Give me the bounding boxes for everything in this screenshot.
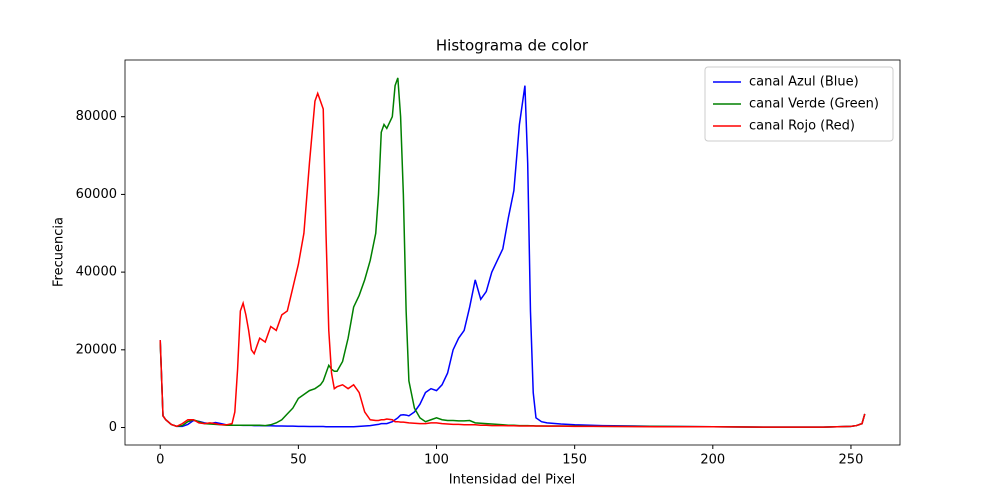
x-tick-label: 0 — [156, 453, 164, 468]
x-tick-label: 200 — [700, 453, 725, 468]
y-tick-label: 0 — [109, 420, 117, 435]
y-tick-label: 80000 — [76, 109, 117, 124]
legend-label: canal Verde (Green) — [749, 97, 879, 112]
y-tick-label: 40000 — [76, 265, 117, 280]
x-tick-label: 150 — [562, 453, 587, 468]
legend-label: canal Rojo (Red) — [749, 119, 855, 134]
chart-title: Histograma de color — [436, 37, 589, 55]
legend: canal Azul (Blue) canal Verde (Green) cana… — [704, 66, 894, 142]
series-line — [159, 91, 866, 428]
x-tick-label: 100 — [424, 453, 449, 468]
x-tick-label: 250 — [839, 453, 864, 468]
y-axis-label: Frecuencia — [52, 217, 67, 287]
legend-label: canal Azul (Blue) — [749, 75, 859, 90]
y-tick-label: 60000 — [76, 187, 117, 202]
y-tick-label: 20000 — [76, 342, 117, 357]
x-tick-label: 50 — [290, 453, 307, 468]
x-axis-label: Intensidad del Pixel — [449, 473, 575, 488]
plot-frame — [124, 59, 901, 446]
legend-box — [704, 66, 894, 142]
